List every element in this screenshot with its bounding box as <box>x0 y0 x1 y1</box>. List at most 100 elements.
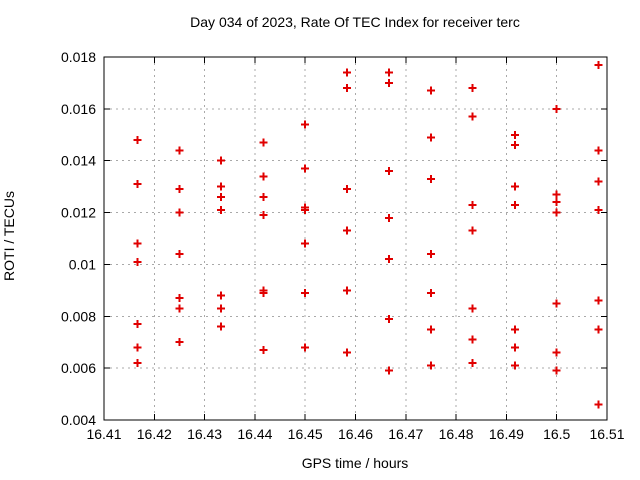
data-point-marker <box>552 208 561 217</box>
data-points <box>133 60 603 409</box>
data-point-marker <box>594 60 603 69</box>
plot-border <box>103 56 608 421</box>
data-point-marker <box>301 205 310 214</box>
data-point-marker <box>468 335 477 344</box>
data-point-marker <box>133 358 142 367</box>
data-point-marker <box>133 320 142 329</box>
chart-title: Day 034 of 2023, Rate Of TEC Index for r… <box>190 14 520 30</box>
x-tick-label: 16.48 <box>439 426 474 442</box>
data-point-marker <box>301 164 310 173</box>
data-point-marker <box>426 86 435 95</box>
data-point-marker <box>133 180 142 189</box>
y-tick-label: 0.01 <box>69 256 96 272</box>
data-point-marker <box>385 167 394 176</box>
data-point-marker <box>301 288 310 297</box>
data-point-marker <box>175 338 184 347</box>
data-point-marker <box>342 84 351 93</box>
data-point-marker <box>301 343 310 352</box>
data-point-marker <box>175 208 184 217</box>
data-point-marker <box>552 299 561 308</box>
data-point-marker <box>259 138 268 147</box>
data-point-marker <box>426 288 435 297</box>
data-point-marker <box>175 185 184 194</box>
data-point-marker <box>217 205 226 214</box>
data-point-marker <box>552 366 561 375</box>
data-point-marker <box>385 366 394 375</box>
data-point-marker <box>468 200 477 209</box>
data-point-marker <box>552 190 561 199</box>
data-point-marker <box>385 213 394 222</box>
data-point-marker <box>133 257 142 266</box>
gridlines <box>104 57 607 420</box>
x-tick-label: 16.45 <box>288 426 323 442</box>
data-point-marker <box>175 146 184 155</box>
x-tick-label: 16.5 <box>543 426 570 442</box>
data-point-marker <box>510 361 519 370</box>
data-point-marker <box>426 133 435 142</box>
data-point-marker <box>426 250 435 259</box>
axis-ticks <box>103 56 608 421</box>
data-point-marker <box>217 156 226 165</box>
data-point-marker <box>217 322 226 331</box>
x-tick-label: 16.51 <box>589 426 624 442</box>
x-tick-label: 16.47 <box>388 426 423 442</box>
data-point-marker <box>594 296 603 305</box>
data-point-marker <box>342 226 351 235</box>
data-point-marker <box>133 239 142 248</box>
data-point-marker <box>301 239 310 248</box>
data-point-marker <box>342 185 351 194</box>
data-point-marker <box>468 226 477 235</box>
x-tick-label: 16.43 <box>187 426 222 442</box>
data-point-marker <box>342 286 351 295</box>
data-point-marker <box>342 68 351 77</box>
data-point-marker <box>552 348 561 357</box>
data-point-marker <box>510 182 519 191</box>
data-point-marker <box>259 288 268 297</box>
data-point-marker <box>594 146 603 155</box>
data-point-marker <box>426 361 435 370</box>
data-point-marker <box>552 104 561 113</box>
data-point-marker <box>259 345 268 354</box>
data-point-marker <box>468 304 477 313</box>
y-axis-label: ROTI / TECUs <box>1 191 17 281</box>
data-point-marker <box>301 120 310 129</box>
data-point-marker <box>133 135 142 144</box>
x-tick-labels: 16.41 16.42 16.43 16.44 16.45 16.46 16.47 16.48… <box>86 426 624 442</box>
data-point-marker <box>259 211 268 220</box>
data-point-marker <box>133 343 142 352</box>
data-point-marker <box>468 358 477 367</box>
data-point-marker <box>468 84 477 93</box>
data-point-marker <box>175 304 184 313</box>
x-tick-label: 16.42 <box>137 426 172 442</box>
data-point-marker <box>259 172 268 181</box>
data-point-marker <box>175 250 184 259</box>
data-point-marker <box>217 291 226 300</box>
data-point-marker <box>594 325 603 334</box>
data-point-marker <box>468 112 477 121</box>
data-point-marker <box>594 400 603 409</box>
data-point-marker <box>510 343 519 352</box>
data-point-marker <box>385 314 394 323</box>
data-point-marker <box>217 193 226 202</box>
y-tick-labels: 0.004 0.006 0.008 0.01 0.012 0.014 0.016 0.018 <box>61 49 96 428</box>
y-tick-label: 0.018 <box>61 49 96 65</box>
y-tick-label: 0.008 <box>61 308 96 324</box>
data-point-marker <box>385 255 394 264</box>
data-point-marker <box>510 325 519 334</box>
x-axis-label: GPS time / hours <box>302 455 409 471</box>
y-tick-label: 0.004 <box>61 412 96 428</box>
data-point-marker <box>259 193 268 202</box>
data-point-marker <box>385 68 394 77</box>
x-tick-label: 16.49 <box>489 426 524 442</box>
data-point-marker <box>510 130 519 139</box>
data-point-marker <box>385 78 394 87</box>
data-point-marker <box>594 205 603 214</box>
x-tick-label: 16.46 <box>338 426 373 442</box>
data-point-marker <box>217 182 226 191</box>
x-tick-label: 16.44 <box>237 426 272 442</box>
y-tick-label: 0.014 <box>61 153 96 169</box>
data-point-marker <box>426 325 435 334</box>
data-point-marker <box>552 198 561 207</box>
